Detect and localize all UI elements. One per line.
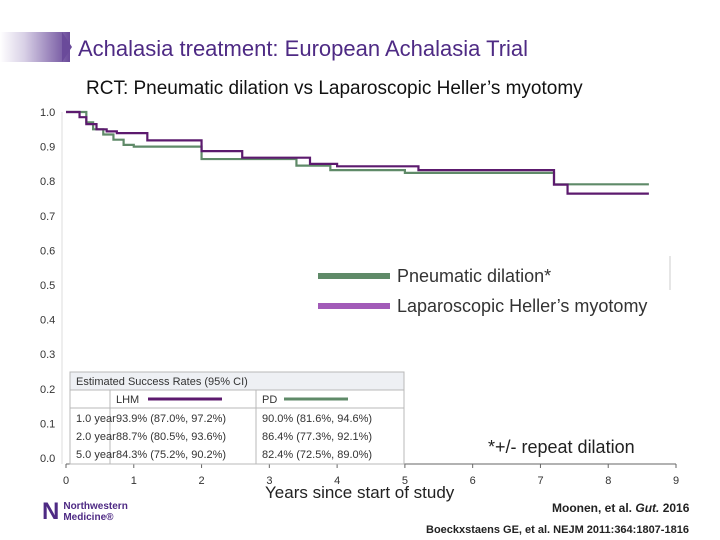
y-tick-label: 0.4	[40, 315, 55, 327]
success-rate-table: Estimated Success Rates (95% CI) LHM PD …	[69, 371, 405, 465]
x-tick-label: 2	[199, 475, 205, 487]
y-tick-label: 0.9	[40, 142, 55, 154]
y-tick-label: 0.8	[40, 176, 55, 188]
table-cell-lhm: 88.7% (80.5%, 93.6%)	[116, 431, 226, 443]
table-row-label: 2.0 year	[76, 431, 116, 443]
table-row-label: 1.0 year	[76, 413, 116, 425]
citation-journal: Gut.	[635, 501, 660, 515]
x-tick-label: 0	[63, 475, 69, 487]
nm-logo-icon: N	[42, 498, 60, 525]
x-tick-label: 9	[673, 475, 679, 487]
legend-label-lhm: Laparoscopic Heller’s myotomy	[397, 296, 647, 316]
header-accent-arrow	[62, 32, 72, 62]
table-title-band	[69, 371, 405, 391]
table-cell-pd: 82.4% (72.5%, 89.0%)	[262, 449, 372, 461]
series-line-pd	[66, 110, 649, 186]
x-tick-label: 5	[402, 475, 408, 487]
y-tick-label: 0.2	[40, 384, 55, 396]
y-tick-label: 0.0	[40, 453, 55, 465]
x-tick-label: 8	[605, 475, 611, 487]
table-cell-pd: 86.4% (77.3%, 92.1%)	[262, 431, 372, 443]
table-cell-lhm: 93.9% (87.0%, 97.2%)	[116, 413, 226, 425]
northwestern-medicine-logo: N Northwestern Medicine®	[42, 500, 128, 524]
series-lines	[66, 110, 649, 195]
citation-boeckxstaens: Boeckxstaens GE, et al. NEJM 2011:364:18…	[426, 524, 689, 536]
x-tick-label: 7	[537, 475, 543, 487]
citation-moonen: Moonen, et al. Gut. 2016	[552, 501, 689, 515]
y-tick-label: 1.0	[40, 107, 55, 119]
y-tick-label: 0.3	[40, 349, 55, 361]
citation-prefix: Moonen, et al.	[552, 501, 633, 515]
x-axis-label: Years since start of study	[265, 483, 455, 502]
x-tick-label: 6	[470, 475, 476, 487]
x-tick-label: 3	[266, 475, 272, 487]
x-tick-label: 4	[334, 475, 340, 487]
table-col-lhm: LHM	[116, 394, 139, 406]
y-tick-label: 0.6	[40, 245, 55, 257]
series-line-lhm	[66, 110, 649, 195]
y-tick-label: 0.5	[40, 280, 55, 292]
footnote: *+/- repeat dilation	[488, 437, 635, 457]
table-col-pd: PD	[262, 394, 277, 406]
y-axis: 0.0 0.1 0.2 0.3 0.4 0.5 0.6 0.7 0.8 0.9 1.0	[40, 107, 63, 465]
slide-title: Achalasia treatment: European Achalasia …	[78, 36, 529, 61]
logo-line2: Medicine®	[63, 512, 114, 523]
x-tick-label: 1	[131, 475, 137, 487]
header-accent-bar	[0, 32, 70, 62]
legend: Pneumatic dilation* Laparoscopic Heller’…	[318, 256, 671, 316]
table-cell-pd: 90.0% (81.6%, 94.6%)	[262, 413, 372, 425]
table-cell-lhm: 84.3% (75.2%, 90.2%)	[116, 449, 226, 461]
slide-subtitle: RCT: Pneumatic dilation vs Laparoscopic …	[86, 78, 583, 99]
legend-label-pd: Pneumatic dilation*	[397, 266, 551, 286]
table-row-label: 5.0 year	[76, 449, 116, 461]
logo-line1: Northwestern	[63, 501, 128, 512]
table-title: Estimated Success Rates (95% CI)	[76, 376, 248, 388]
y-tick-label: 0.1	[40, 418, 55, 430]
citation-year: 2016	[662, 501, 690, 515]
y-tick-label: 0.7	[40, 211, 55, 223]
